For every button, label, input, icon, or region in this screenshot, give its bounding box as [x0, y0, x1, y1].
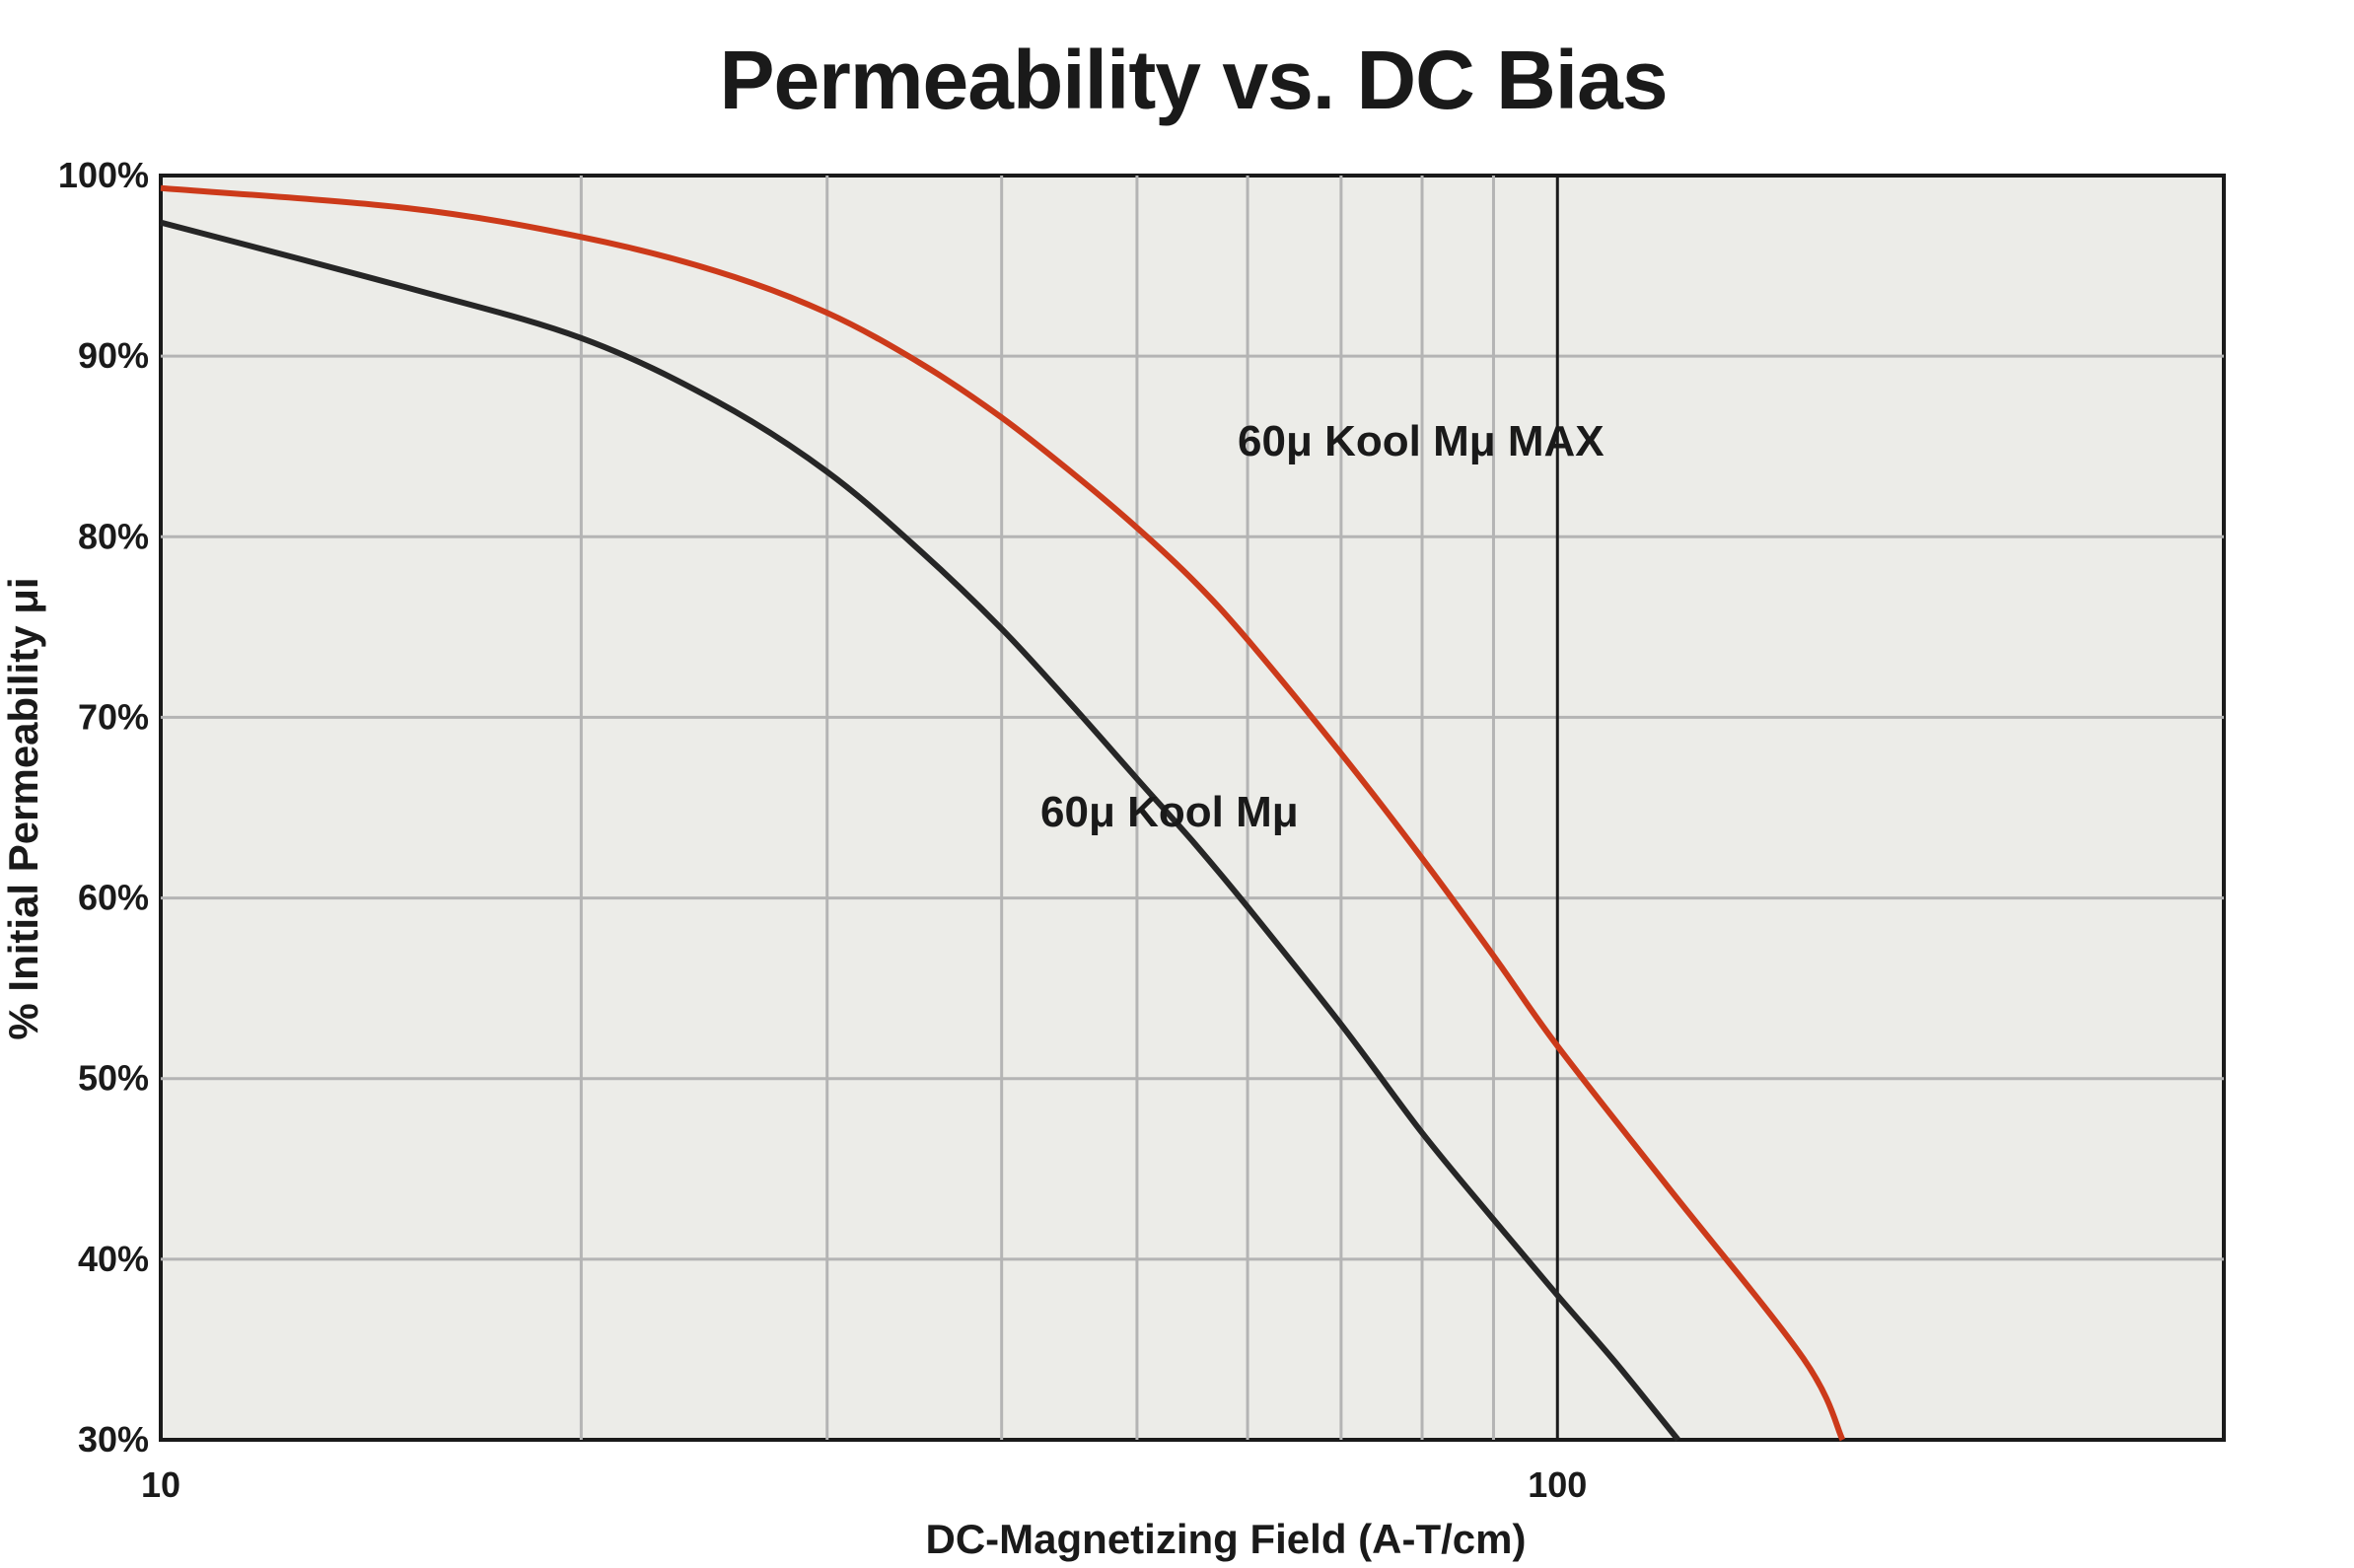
- y-tick-label: 60%: [78, 878, 149, 918]
- chart-title: Permeability vs. DC Bias: [719, 34, 1667, 126]
- x-tick-label: 100: [1528, 1464, 1587, 1505]
- y-tick-label: 70%: [78, 696, 149, 737]
- series-label-kool-mu-max: 60μ Kool Mμ MAX: [1238, 417, 1605, 465]
- y-tick-label: 80%: [78, 516, 149, 556]
- series-line-1: [160, 219, 1680, 1442]
- y-tick-label: 40%: [78, 1239, 149, 1279]
- y-tick-label: 30%: [78, 1419, 149, 1460]
- plot-area: [159, 174, 2226, 1442]
- y-tick-label: 90%: [78, 335, 149, 376]
- x-axis-label: DC-Magnetizing Field (A-T/cm): [926, 1516, 1527, 1562]
- y-tick-label: 50%: [78, 1058, 149, 1099]
- ticks: 30% 40% 50% 60% 70% 80% 90% 100% 10 100: [58, 155, 1587, 1505]
- series-line-0: [160, 184, 1846, 1442]
- grid: [161, 176, 2224, 1440]
- series: [160, 184, 1846, 1442]
- y-tick-label: 100%: [58, 155, 149, 195]
- series-label-kool-mu: 60μ Kool Mμ: [1040, 788, 1299, 836]
- y-axis-label: % Initial Permeability μi: [0, 577, 46, 1039]
- x-tick-label: 10: [141, 1464, 180, 1505]
